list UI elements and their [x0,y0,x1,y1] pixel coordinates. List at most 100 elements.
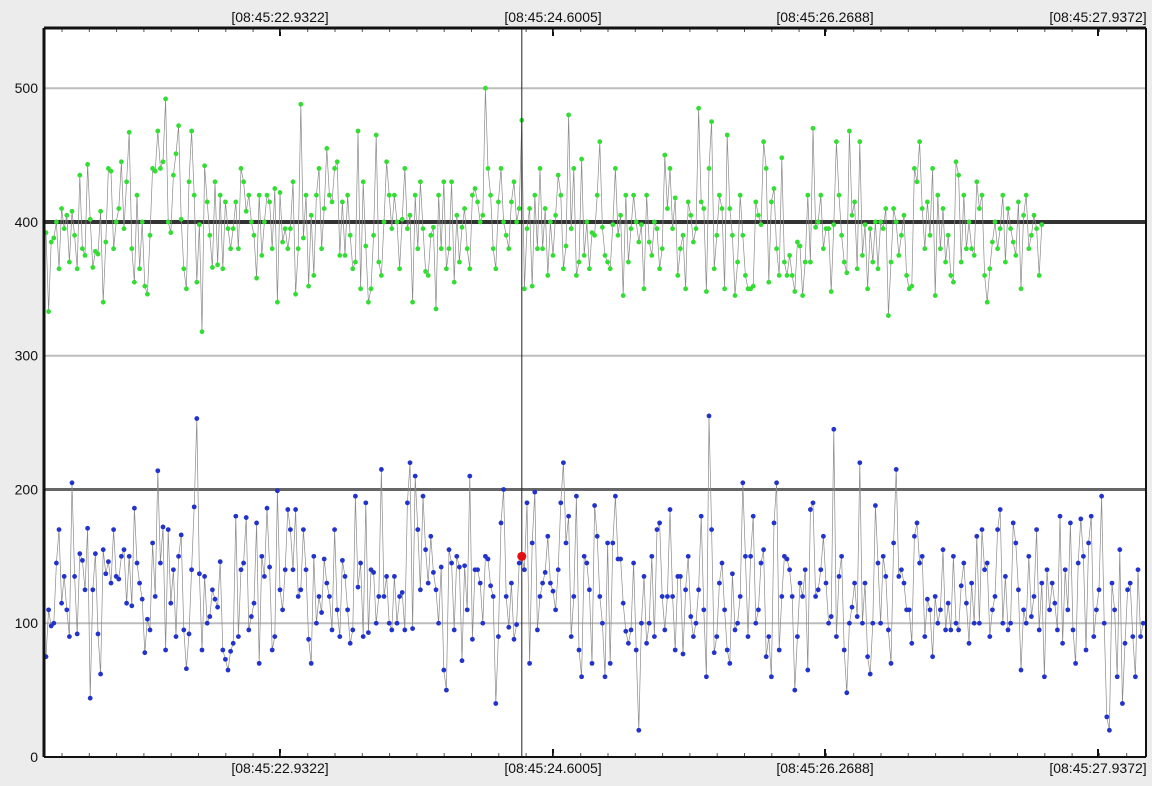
data-point [836,574,842,579]
data-point [451,279,457,285]
data-point [467,473,473,479]
data-point [147,232,153,238]
data-point [449,560,454,566]
data-point [698,199,704,205]
data-point [176,123,182,129]
data-point [392,192,397,198]
data-point [415,527,421,533]
data-point [134,560,140,566]
data-point [511,179,517,185]
data-point [212,596,218,602]
data-point [818,192,824,198]
data-point [789,273,795,278]
data-point [854,266,860,272]
data-point [217,559,223,565]
data-point [561,460,566,466]
data-point [215,262,221,268]
data-point [72,232,77,238]
data-point [597,594,603,599]
data-point [293,291,298,297]
data-point [982,567,987,573]
data-point [285,246,291,252]
data-point [275,488,280,494]
data-point [428,232,434,238]
data-point [347,232,353,238]
data-point [646,239,652,245]
data-point [961,192,967,198]
data-point [509,580,514,586]
data-point [184,286,189,292]
data-point [925,199,930,205]
data-point [516,560,522,566]
data-point [639,222,644,228]
data-point [1023,192,1029,198]
data-point [815,587,821,593]
data-point [805,192,811,198]
data-point [220,266,226,272]
data-point [714,232,720,238]
data-point [444,266,449,272]
data-point [342,574,348,579]
data-point [397,594,402,599]
data-point [410,626,415,631]
data-point [80,557,85,563]
data-point [743,273,748,278]
data-point [646,620,652,626]
data-point [119,159,124,165]
data-point [423,269,428,274]
data-point [602,252,608,258]
data-point [454,553,460,559]
data-point [85,162,90,167]
data-point [548,219,553,225]
data-point [782,259,787,265]
data-point [72,574,77,579]
data-point [880,226,886,232]
data-point [696,587,701,593]
data-point [202,574,208,579]
data-point [555,567,561,573]
data-point [132,279,137,285]
data-point [977,620,982,626]
data-point [766,634,772,640]
data-point [506,246,512,252]
y-tick-label: 300 [15,348,39,364]
data-point [288,527,293,533]
data-point [865,286,870,292]
data-point [948,273,954,278]
data-point [888,660,894,666]
data-point [288,226,293,232]
data-point [745,634,751,640]
data-point [207,232,213,238]
x-tick-label-top: [08:45:22.9322] [231,9,328,25]
data-point [306,283,311,289]
data-point [1088,513,1094,519]
data-point [685,553,691,559]
data-point [769,674,774,680]
data-point [709,119,714,125]
data-point [256,660,262,666]
data-point [121,547,127,553]
data-point [932,293,938,298]
data-point [847,128,852,134]
data-point [984,299,990,305]
data-point [763,654,769,660]
data-point [1034,226,1039,232]
data-point [340,199,345,205]
data-point [784,273,790,278]
data-point [935,620,941,626]
data-point [574,273,579,278]
data-point [719,206,725,211]
data-point [1042,674,1047,680]
data-point [623,192,629,198]
data-point [1026,246,1032,252]
data-point [860,620,865,626]
data-point [236,246,241,252]
series-line [45,88,1043,332]
data-point [342,252,348,258]
data-point [797,580,803,586]
data-point [969,246,974,252]
data-point [815,219,821,225]
data-point [74,266,80,272]
data-point [696,105,701,111]
